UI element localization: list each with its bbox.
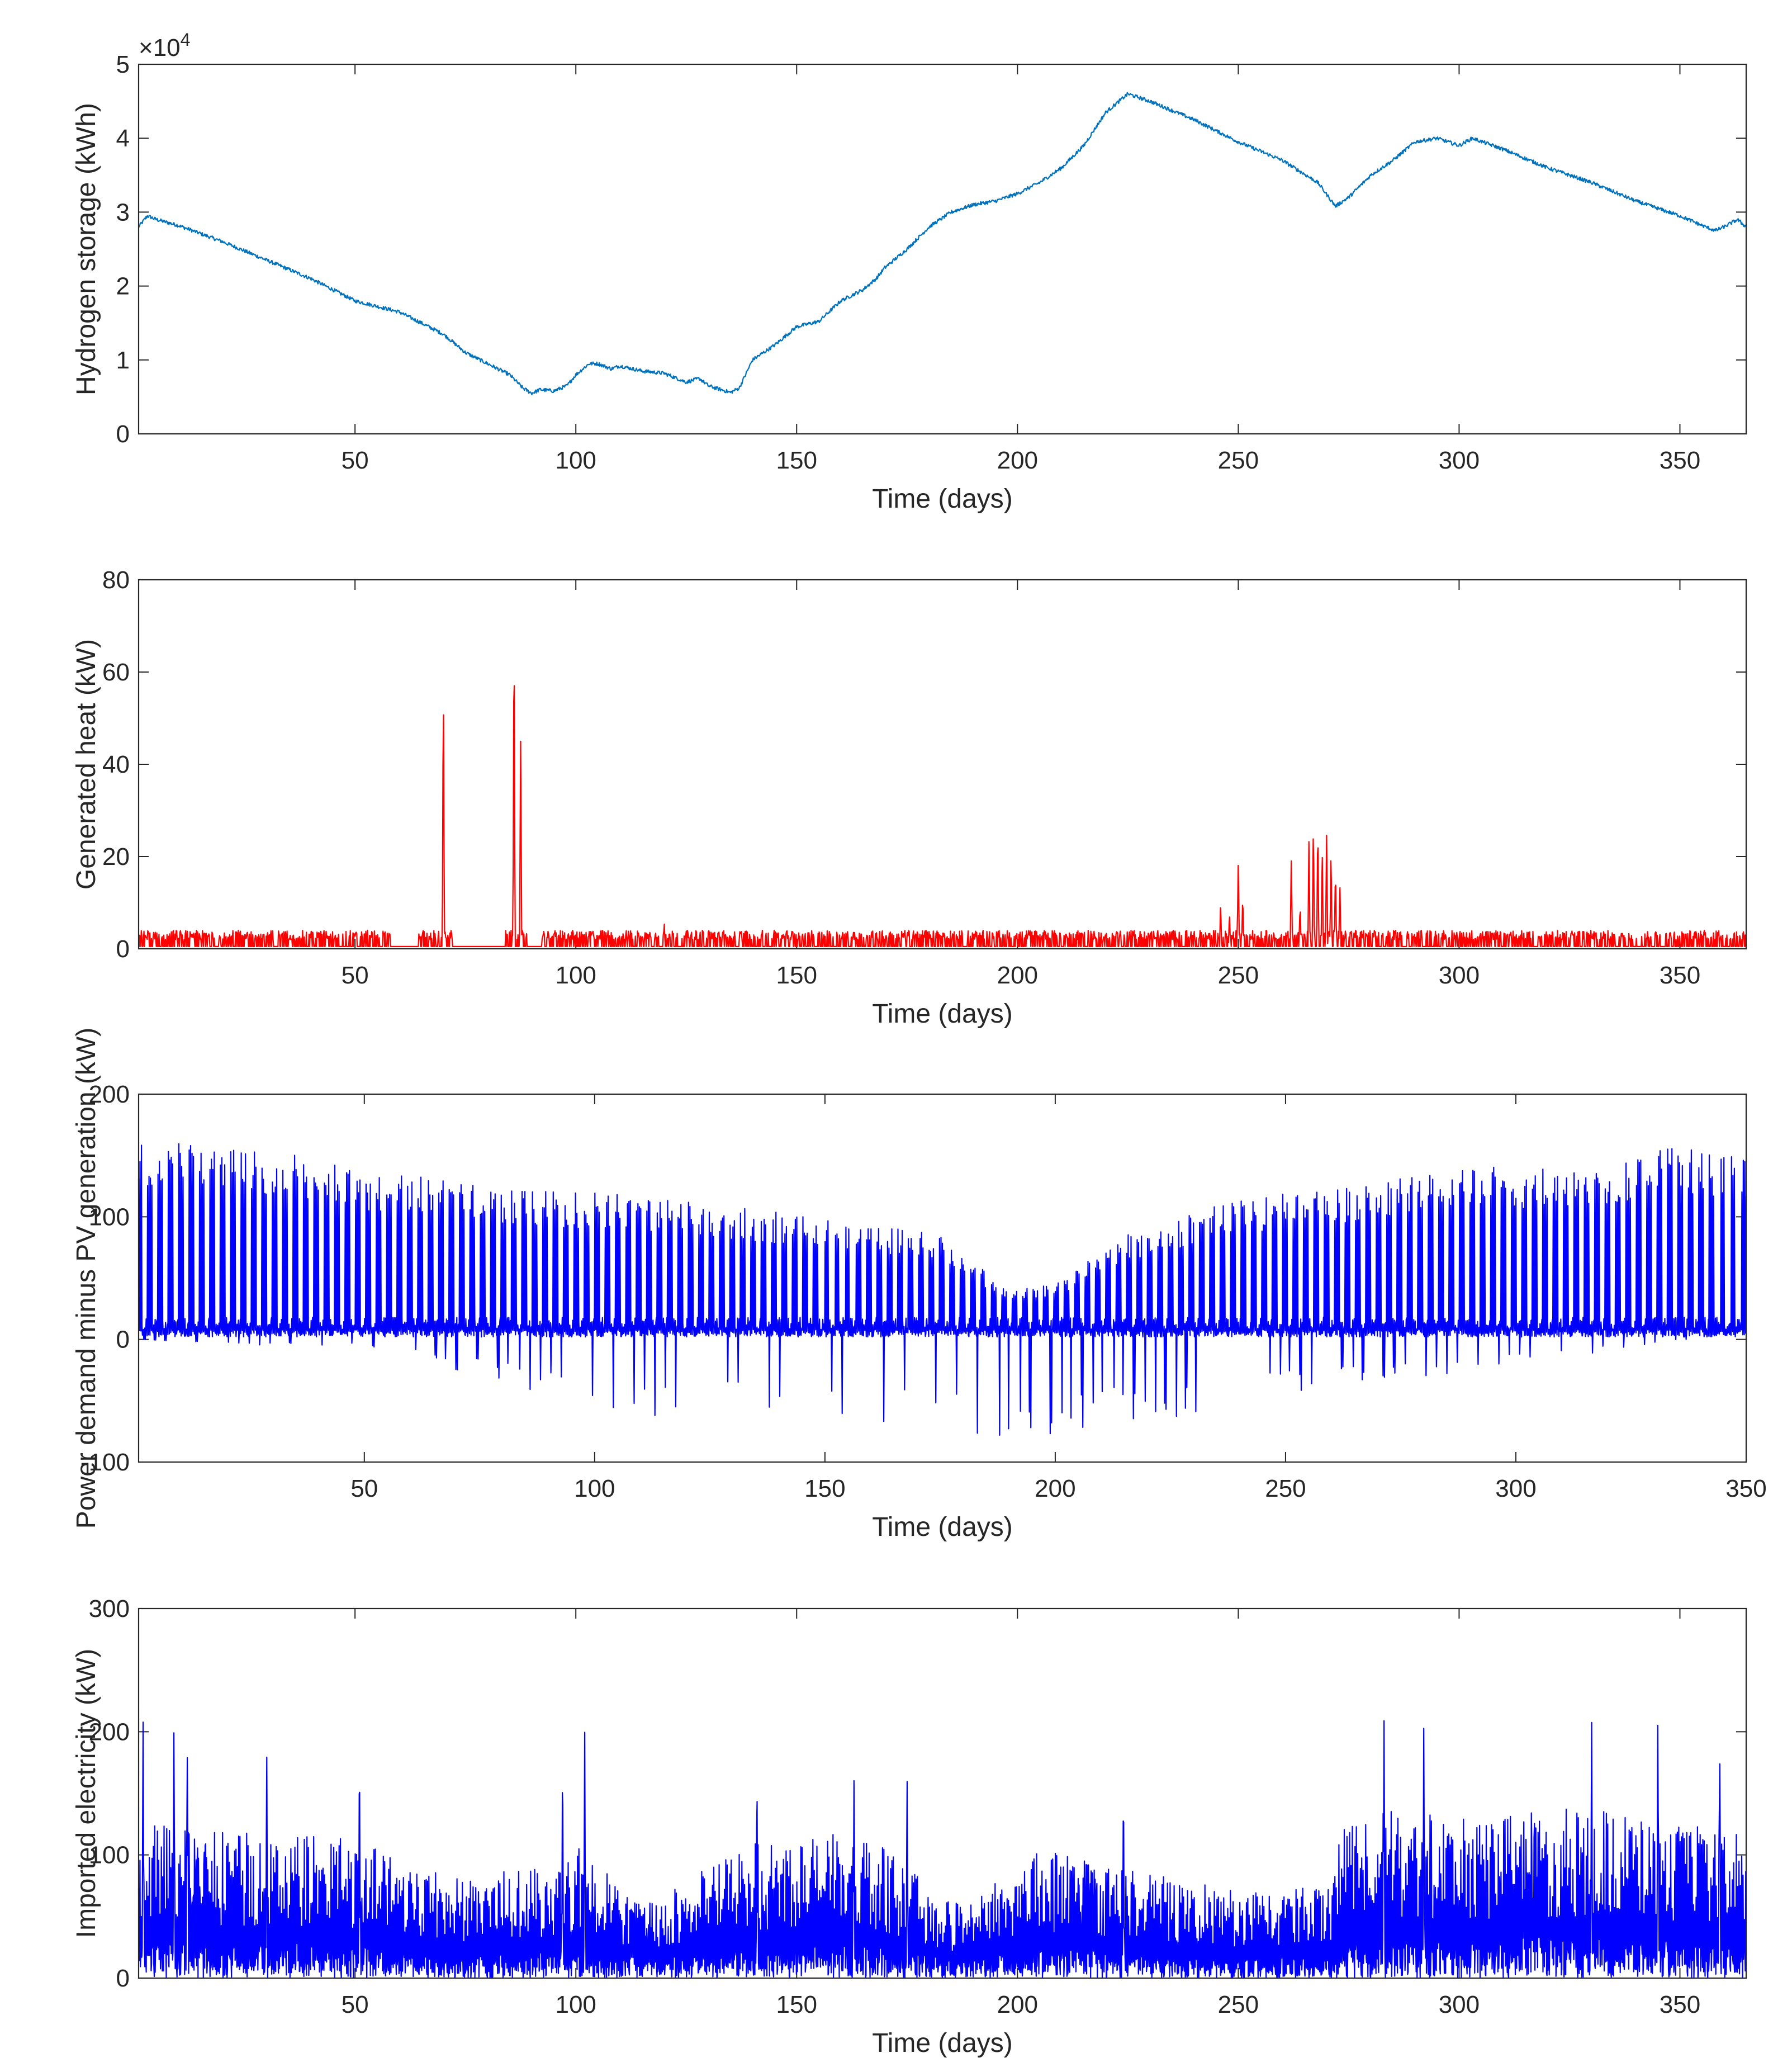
x-axis-label: Time (days) xyxy=(872,484,1013,514)
x-tick-label: 350 xyxy=(1660,962,1700,989)
x-tick-label: 300 xyxy=(1495,1475,1536,1502)
y-tick-label: 0 xyxy=(116,935,130,963)
hydrogen-storage-panel: ×104 50 100 150 200 250 300 350 0 1 2 3 4 5 Time (day… xyxy=(72,30,1747,514)
x-tick-label: 300 xyxy=(1439,447,1480,474)
x-tick-label: 250 xyxy=(1218,447,1259,474)
axes-frame xyxy=(138,1093,1747,1463)
axes-frame xyxy=(138,63,1747,435)
x-tick-label: 350 xyxy=(1725,1475,1766,1502)
y-tick-label: 1 xyxy=(116,347,130,374)
x-tick-label: 350 xyxy=(1660,1991,1700,2018)
y-tick-label: 300 xyxy=(89,1595,130,1623)
y-axis-label: Generated heat (kW) xyxy=(72,639,101,890)
power-demand-minus-pv-panel: 50 100 150 200 250 300 350 -100 0 100 200 Time (day… xyxy=(72,1028,1767,1542)
x-tick-label: 100 xyxy=(555,447,596,474)
x-tick-label: 50 xyxy=(342,1991,369,2018)
y-tick-label: 60 xyxy=(102,659,130,686)
y-tick-label: 0 xyxy=(116,1326,130,1354)
axes-background xyxy=(139,64,1746,434)
x-tick-label: 350 xyxy=(1660,447,1700,474)
x-tick-label: 100 xyxy=(555,962,596,989)
y-tick-label: 0 xyxy=(116,420,130,448)
axes-frame xyxy=(138,1607,1747,1979)
x-tick-label: 50 xyxy=(342,962,369,989)
x-tick-label: 250 xyxy=(1218,1991,1259,2018)
x-tick-label: 250 xyxy=(1265,1475,1306,1502)
imported-electricity-panel: 50 100 150 200 250 300 350 0 100 200 300 Time (days… xyxy=(72,1595,1747,2058)
x-tick-label: 50 xyxy=(350,1475,378,1502)
y-tick-label: 4 xyxy=(116,125,130,152)
y-axis-multiplier: ×104 xyxy=(139,30,190,62)
y-axis-label: Power demand minus PV generation (kW) xyxy=(72,1028,101,1529)
y-tick-label: 100 xyxy=(89,1203,130,1231)
x-tick-label: 200 xyxy=(997,447,1038,474)
y-tick-label: 200 xyxy=(89,1718,130,1746)
x-tick-label: 150 xyxy=(776,1991,817,2018)
x-axis-label: Time (days) xyxy=(872,999,1013,1029)
x-tick-label: 200 xyxy=(997,1991,1038,2018)
series-line xyxy=(138,92,1747,395)
x-tick-label: 150 xyxy=(776,962,817,989)
x-tick-label: 300 xyxy=(1439,962,1480,989)
y-axis-label: Hydrogen storage (kWh) xyxy=(72,103,101,395)
x-axis-label: Time (days) xyxy=(872,1512,1013,1542)
y-tick-label: 40 xyxy=(102,751,130,778)
generated-heat-panel: 50 100 150 200 250 300 350 0 20 40 60 80 Time (days)… xyxy=(72,566,1747,1029)
series-line xyxy=(138,685,1747,947)
y-tick-label: 200 xyxy=(89,1081,130,1108)
series-line xyxy=(138,1143,1747,1436)
x-tick-label: 100 xyxy=(555,1991,596,2018)
x-tick-label: 100 xyxy=(574,1475,615,1502)
x-tick-label: 300 xyxy=(1439,1991,1480,2018)
y-tick-label: 2 xyxy=(116,273,130,300)
x-tick-label: 250 xyxy=(1218,962,1259,989)
x-tick-label: 200 xyxy=(1035,1475,1075,1502)
x-tick-label: 150 xyxy=(776,447,817,474)
x-tick-label: 50 xyxy=(342,447,369,474)
y-tick-label: 3 xyxy=(116,198,130,226)
y-tick-label: 20 xyxy=(102,843,130,871)
axes-background xyxy=(139,580,1746,949)
x-tick-label: 200 xyxy=(997,962,1038,989)
x-tick-label: 150 xyxy=(804,1475,845,1502)
y-tick-label: 0 xyxy=(116,1965,130,1992)
y-tick-label: 80 xyxy=(102,566,130,594)
y-axis-label: Imported electricity (kW) xyxy=(72,1649,101,1938)
y-tick-label: -100 xyxy=(80,1449,130,1476)
axes-frame xyxy=(138,579,1747,950)
y-tick-label: 5 xyxy=(116,51,130,78)
y-tick-label: 100 xyxy=(89,1842,130,1869)
x-axis-label: Time (days) xyxy=(872,2028,1013,2058)
